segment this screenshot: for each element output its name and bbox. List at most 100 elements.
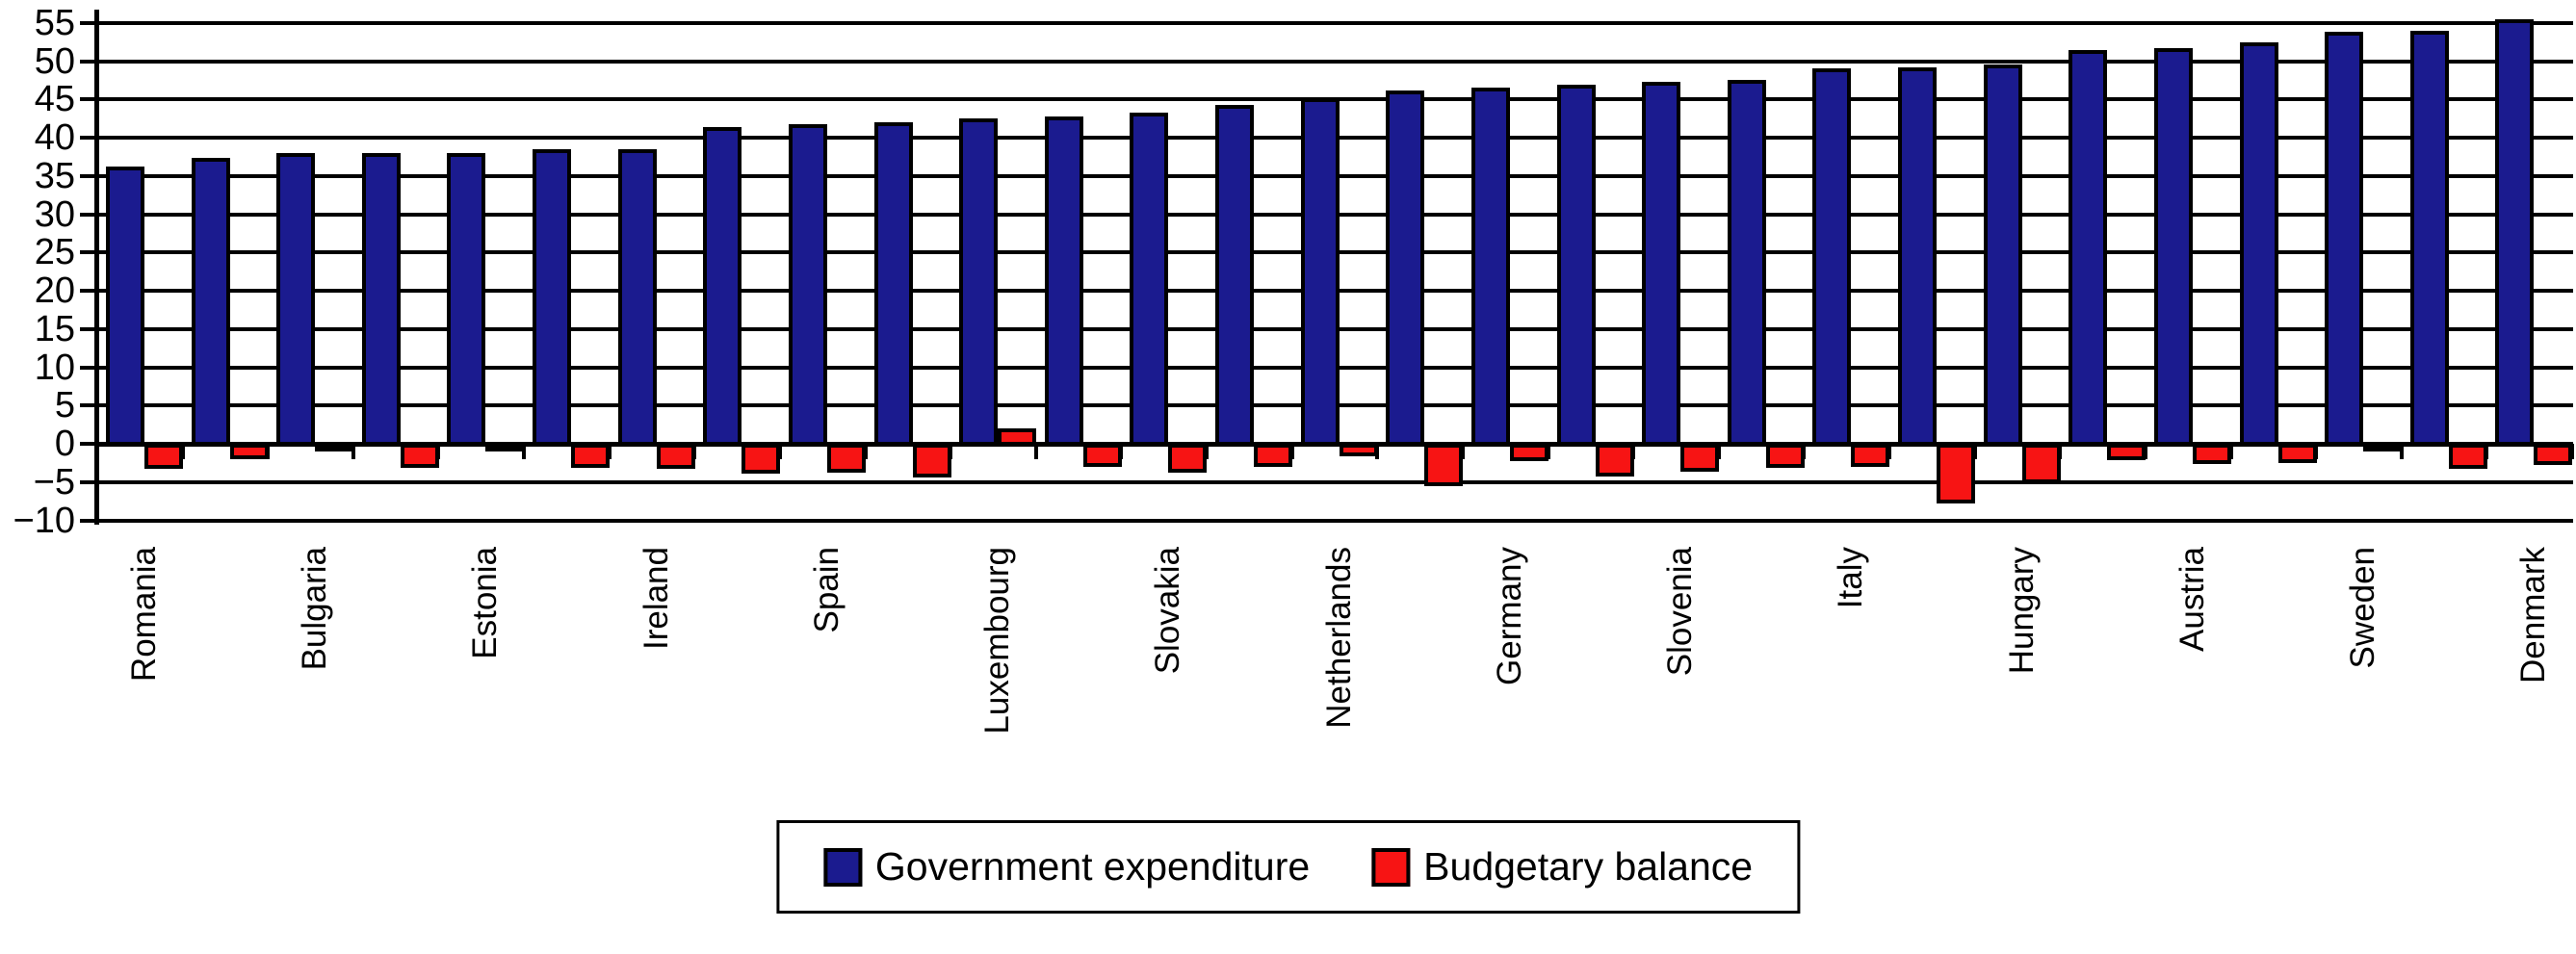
y-axis-tick: [80, 326, 96, 331]
x-category-label: Estonia: [466, 547, 505, 659]
bar-government-expenditure: [1470, 88, 1510, 446]
bar-budgetary-balance: [2277, 444, 2317, 463]
legend-item-government-expenditure: Government expenditure: [822, 844, 1311, 890]
bar-budgetary-balance: [144, 444, 183, 470]
bar-government-expenditure: [191, 158, 230, 446]
y-tick-label: 0: [54, 424, 75, 464]
bar-budgetary-balance: [1082, 444, 1122, 467]
y-tick-label: 55: [34, 2, 75, 43]
bar-government-expenditure: [1386, 90, 1425, 446]
bar-government-expenditure: [959, 118, 999, 446]
bar-budgetary-balance: [2534, 444, 2573, 466]
legend-swatch-government-expenditure: [822, 847, 862, 887]
bar-government-expenditure: [1642, 81, 1681, 446]
y-tick-label: 35: [34, 155, 75, 196]
y-axis-tick: [80, 212, 96, 217]
bar-budgetary-balance: [1595, 444, 1634, 477]
bar-budgetary-balance: [485, 444, 525, 451]
bar-budgetary-balance: [656, 444, 695, 470]
bar-budgetary-balance: [2021, 444, 2061, 484]
bar-budgetary-balance: [2192, 444, 2231, 465]
y-tick-label: 20: [34, 271, 75, 311]
bar-government-expenditure: [1300, 97, 1340, 446]
x-category-label: Denmark: [2514, 547, 2553, 683]
bar-budgetary-balance: [1168, 444, 1208, 474]
x-category-label: Netherlands: [1319, 547, 1358, 729]
y-tick-label: 40: [34, 117, 75, 158]
bar-government-expenditure: [1556, 85, 1596, 446]
bar-budgetary-balance: [2107, 444, 2147, 460]
bar-government-expenditure: [1130, 112, 1169, 446]
bar-government-expenditure: [617, 148, 657, 446]
bar-government-expenditure: [788, 123, 827, 446]
bar-budgetary-balance: [1937, 444, 1976, 503]
x-category-label: Sweden: [2344, 547, 2382, 669]
y-tick-label: −10: [13, 500, 75, 541]
bar-government-expenditure: [2239, 42, 2278, 446]
bar-government-expenditure: [533, 148, 572, 446]
x-category-label: Romania: [125, 547, 163, 683]
x-axis-tick: [351, 444, 355, 459]
x-axis-tick: [522, 444, 527, 459]
x-category-label: Slovenia: [1661, 547, 1700, 677]
bar-government-expenditure: [873, 122, 913, 446]
y-axis-tick: [80, 20, 96, 25]
y-axis-tick: [80, 403, 96, 408]
y-axis-tick: [80, 442, 96, 446]
y-axis-tick: [80, 289, 96, 293]
x-category-label: Hungary: [2002, 547, 2041, 675]
gridline-50: [96, 59, 2573, 64]
legend: Government expenditure Budgetary balance: [775, 820, 1801, 914]
y-axis-tick: [80, 479, 96, 484]
bar-government-expenditure: [2153, 47, 2193, 446]
bar-budgetary-balance: [912, 444, 951, 477]
y-tick-label: 45: [34, 79, 75, 120]
legend-label-government-expenditure: Government expenditure: [874, 844, 1311, 889]
bar-budgetary-balance: [826, 444, 866, 474]
bar-government-expenditure: [2409, 30, 2449, 446]
bar-budgetary-balance: [229, 444, 269, 459]
gridline--10: [96, 518, 2573, 523]
bar-government-expenditure: [106, 167, 144, 446]
bar-government-expenditure: [447, 152, 486, 446]
y-tick-label: −5: [33, 461, 75, 503]
y-axis-line: [94, 9, 99, 525]
y-axis-tick: [80, 250, 96, 255]
bar-budgetary-balance: [2448, 444, 2487, 470]
bar-government-expenditure: [1215, 104, 1255, 446]
bar-government-expenditure: [361, 152, 401, 446]
bar-budgetary-balance: [400, 444, 439, 468]
y-tick-label: 50: [34, 40, 75, 82]
y-tick-label: 30: [34, 193, 75, 235]
bar-government-expenditure: [2325, 32, 2364, 446]
x-category-label: Luxembourg: [978, 547, 1017, 735]
bar-budgetary-balance: [1851, 444, 1890, 467]
y-axis-tick: [80, 518, 96, 523]
bar-budgetary-balance: [1765, 444, 1805, 469]
bar-budgetary-balance: [1680, 444, 1720, 472]
bar-budgetary-balance: [1254, 444, 1293, 467]
x-category-label: Austria: [2173, 547, 2211, 652]
bar-budgetary-balance: [1424, 444, 1464, 486]
y-axis-tick: [80, 173, 96, 178]
bar-budgetary-balance: [571, 444, 611, 469]
x-axis-tick: [95, 444, 99, 459]
bar-budgetary-balance: [1339, 444, 1378, 456]
bar-government-expenditure: [1812, 68, 1852, 446]
legend-label-budgetary-balance: Budgetary balance: [1423, 844, 1754, 889]
x-category-label: Spain: [807, 547, 846, 633]
bar-budgetary-balance: [742, 444, 781, 474]
y-axis-tick: [80, 365, 96, 370]
x-axis-tick: [1033, 444, 1038, 459]
bar-government-expenditure: [1898, 66, 1938, 446]
x-category-label: Slovakia: [1149, 547, 1187, 675]
bar-government-expenditure: [1727, 79, 1766, 446]
bar-budgetary-balance: [1509, 444, 1548, 462]
x-category-label: Germany: [1490, 547, 1528, 685]
bar-government-expenditure: [2069, 49, 2108, 446]
y-tick-label: 15: [34, 308, 75, 349]
bar-government-expenditure: [1044, 116, 1083, 446]
bar-budgetary-balance: [315, 444, 354, 451]
y-tick-label: 25: [34, 232, 75, 273]
